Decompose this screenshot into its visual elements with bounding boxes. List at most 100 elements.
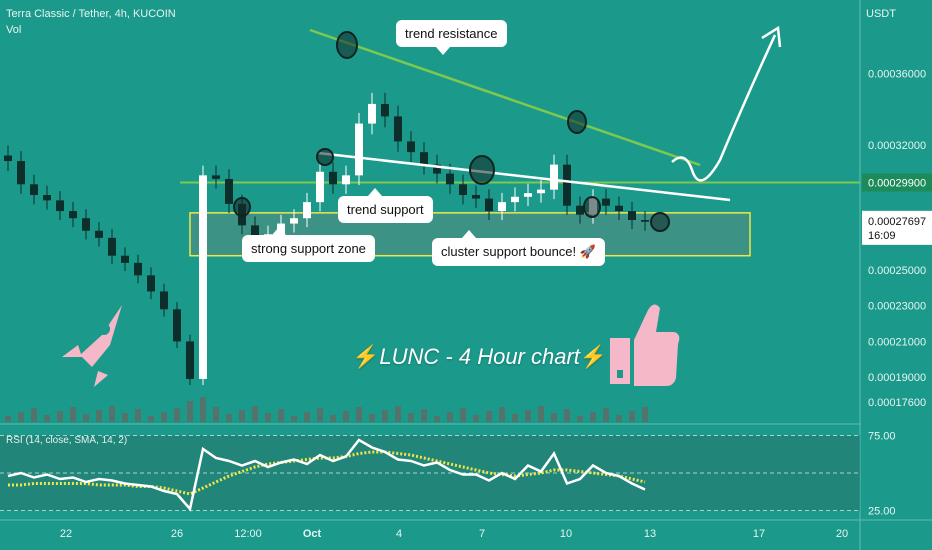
volume-bar [447, 412, 453, 422]
candle-body [43, 195, 51, 201]
time-tick-label: 17 [753, 528, 765, 540]
candle-body [485, 198, 493, 212]
candle-body [186, 341, 194, 379]
symbol-label: Terra Classic / Tether, 4h, KUCOIN [6, 8, 176, 20]
volume-bar [395, 406, 401, 422]
volume-bar [57, 411, 63, 422]
rocket-icon [62, 305, 122, 387]
candle-body [303, 202, 311, 219]
cluster-support-callout: cluster support bounce! 🚀 [432, 230, 605, 266]
volume-bar [135, 409, 141, 422]
candle-body [628, 211, 636, 220]
highlight-circle [567, 110, 587, 134]
candle-body [199, 175, 207, 379]
candle-body [147, 275, 155, 292]
volume-bar [265, 413, 271, 422]
time-tick-label: 10 [560, 528, 572, 540]
volume-bar [564, 409, 570, 422]
candle-body [524, 193, 532, 197]
candle-body [459, 184, 467, 195]
volume-bar [18, 412, 24, 422]
volume-bar [499, 407, 505, 422]
candle-body [173, 309, 181, 342]
rsi-line [7, 438, 646, 512]
candle-body [134, 262, 142, 276]
candle-body [316, 171, 324, 203]
volume-bar [44, 415, 50, 422]
candle-body [108, 237, 116, 256]
volume-bar [343, 411, 349, 422]
price-tick-label: 0.00019000 [868, 372, 926, 384]
volume-bars [5, 397, 648, 422]
bolt-icon: ⚡ [352, 344, 380, 369]
time-tick-label: 20 [836, 528, 848, 540]
strong-support-callout: strong support zone [242, 227, 375, 262]
candle-body [95, 230, 103, 238]
level-price-tag [862, 173, 932, 192]
volume-bar [512, 414, 518, 422]
time-tick-label: 4 [396, 528, 402, 540]
volume-bar [200, 397, 206, 422]
volume-bar [161, 412, 167, 422]
volume-bar [460, 408, 466, 422]
candle-body [433, 164, 441, 174]
candle-body [69, 211, 77, 219]
volume-bar [356, 407, 362, 422]
volume-bar [551, 413, 557, 422]
volume-bar [5, 416, 11, 422]
title-text: LUNC - 4 Hour chart [379, 344, 580, 369]
currency-label: USDT [866, 8, 896, 20]
highlight-circle [316, 148, 334, 166]
volume-bar [642, 407, 648, 422]
current-price-label: 0.00027697 [868, 216, 926, 228]
volume-bar [122, 413, 128, 422]
candle-body [225, 178, 233, 204]
trend-resistance-callout: trend resistance [396, 20, 507, 55]
candle-body [212, 175, 220, 179]
time-tick-label: 13 [644, 528, 656, 540]
highlight-circle [233, 197, 251, 217]
volume-label: Vol [6, 24, 22, 36]
volume-bar [486, 411, 492, 422]
volume-bar [291, 416, 297, 422]
rsi-label: RSI (14, close, SMA, 14, 2) [6, 435, 128, 446]
candle-body [407, 141, 415, 153]
candle-body [30, 184, 38, 195]
candle-body [17, 161, 25, 185]
candle-body [563, 164, 571, 206]
time-tick-label: 22 [60, 528, 72, 540]
volume-bar [330, 415, 336, 422]
candle-body [329, 171, 337, 185]
candle-body [4, 155, 12, 162]
volume-bar [148, 416, 154, 422]
volume-bar [382, 410, 388, 422]
highlight-circle [336, 31, 358, 59]
candle-body [56, 200, 64, 212]
price-tick-label: 0.00021000 [868, 336, 926, 348]
candle-body [121, 255, 129, 263]
volume-bar [590, 412, 596, 422]
thumbs-up-icon [610, 304, 680, 386]
time-tick-label: Oct [303, 528, 322, 540]
volume-bar [629, 411, 635, 422]
volume-bar [616, 415, 622, 422]
candle-body [498, 202, 506, 212]
candle-body [290, 218, 298, 224]
arrowhead-icon [761, 25, 782, 48]
candle-body [511, 196, 519, 203]
time-tick-label: 7 [479, 528, 485, 540]
volume-bar [252, 406, 258, 422]
volume-bar [278, 409, 284, 422]
projection-arrow [671, 34, 777, 182]
volume-bar [434, 416, 440, 422]
time-tick-label: 26 [171, 528, 183, 540]
countdown-label: 16:09 [868, 230, 896, 242]
chart-title-annotation: ⚡LUNC - 4 Hour chart⚡ [352, 344, 607, 370]
time-tick-label: 12:00 [234, 528, 262, 540]
candle-body [82, 218, 90, 231]
highlight-circle [650, 212, 670, 232]
volume-bar [83, 414, 89, 422]
candle-body [615, 205, 623, 212]
